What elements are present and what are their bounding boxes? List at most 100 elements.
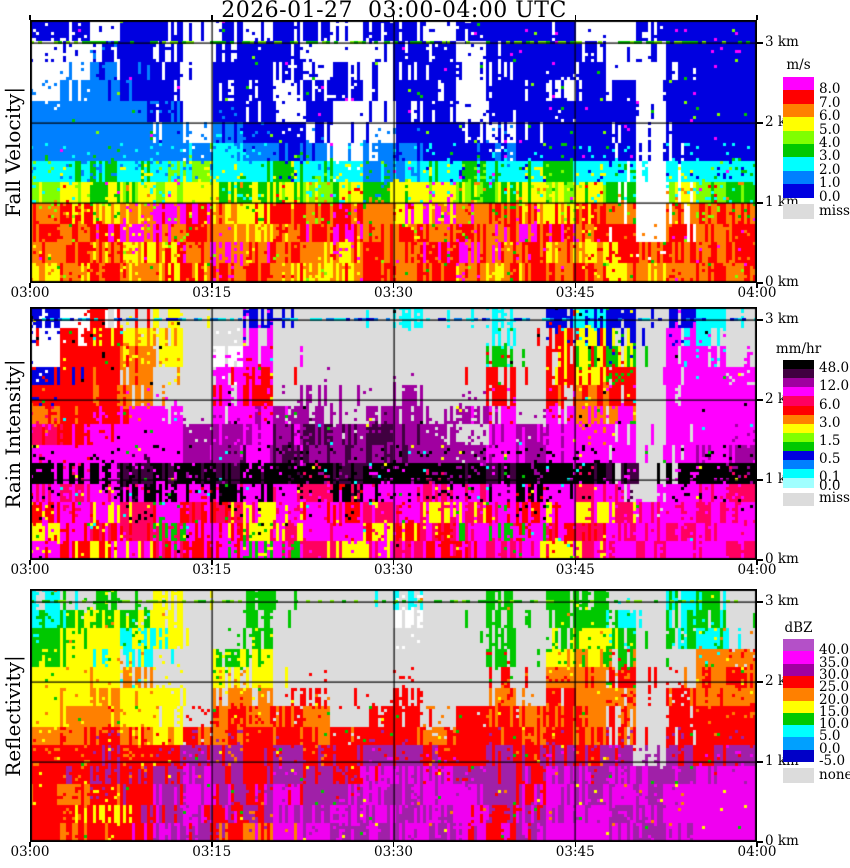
colorbar-tick-label: 7.0 — [819, 94, 841, 111]
y-tick-label: 3 km — [765, 593, 799, 609]
x-tick-label: 03:15 — [192, 562, 232, 578]
x-tick-label: 04:00 — [737, 844, 777, 860]
x-tick-label: 03:45 — [555, 844, 595, 860]
x-tick-mark — [574, 842, 576, 847]
colorbar-tick-label: 6.0 — [819, 396, 841, 413]
rain-intensity-colorbar-cell — [783, 451, 814, 461]
reflectivity-colorbar-title: dBZ — [784, 620, 813, 636]
y-tick-mark — [757, 479, 763, 481]
x-tick-mark — [756, 283, 758, 288]
colorbar-tick-label: 4.0 — [819, 135, 841, 151]
reflectivity-colorbar-cell — [783, 688, 814, 701]
colorbar-tick-label: 0.1 — [819, 469, 841, 486]
colorbar-tick-label: 2.0 — [819, 161, 841, 178]
colorbar-tick-label: 3.0 — [819, 148, 841, 165]
colorbar-tick-label: 0.0 — [819, 478, 841, 495]
colorbar-tick-label: 0.0 — [819, 188, 841, 205]
x-tick-mark — [211, 15, 213, 20]
reflectivity-colorbar-cell — [783, 700, 814, 714]
rain-intensity-colorbar-title: mm/hr — [775, 341, 822, 357]
colorbar-tick-label: 20.0 — [819, 691, 850, 708]
colorbar-tick-label: 10.0 — [819, 716, 850, 733]
rain-intensity-colorbar-cell — [783, 396, 814, 406]
colorbar-tick-label: 0.5 — [819, 451, 841, 468]
x-tick-mark — [756, 842, 758, 847]
fall-velocity-colorbar-cell — [783, 117, 814, 132]
x-tick-mark — [392, 283, 395, 288]
colorbar-missing-label: miss — [819, 490, 850, 507]
x-tick-label: 03:45 — [555, 285, 595, 301]
reflectivity-colorbar-cell — [783, 725, 814, 738]
y-tick-mark — [757, 559, 763, 561]
x-tick-label: 03:00 — [10, 562, 50, 578]
rain-intensity-colorbar-cell — [783, 387, 814, 397]
y-tick-mark — [757, 601, 763, 603]
reflectivity-colorbar-cell — [783, 749, 814, 763]
x-tick-mark — [211, 283, 213, 288]
x-tick-mark — [29, 15, 31, 20]
x-tick-mark — [574, 560, 576, 565]
reflectivity-heatmap — [30, 589, 757, 842]
x-tick-label: 03:30 — [374, 285, 413, 301]
x-tick-mark — [29, 842, 31, 847]
fall-velocity-colorbar-cell — [783, 170, 814, 185]
rain-intensity-colorbar-cell — [783, 360, 814, 370]
y-tick-mark — [757, 399, 763, 401]
y-tick-label: 0 km — [765, 833, 799, 849]
fall-velocity-colorbar-cell — [783, 90, 814, 105]
x-tick-label: 03:00 — [10, 844, 50, 860]
x-tick-label: 03:45 — [555, 562, 595, 578]
reflectivity-colorbar-cell — [783, 639, 814, 652]
colorbar-tick-label: 1.5 — [819, 432, 841, 449]
rain-intensity-colorbar-cell — [783, 432, 814, 443]
rain-intensity-colorbar-cell — [783, 478, 814, 488]
rain-intensity-colorbar-cell — [783, 378, 814, 388]
x-tick-mark — [29, 560, 31, 565]
reflectivity-missing-swatch — [783, 768, 814, 783]
y-tick-mark — [757, 122, 763, 124]
reflectivity-colorbar-cell — [783, 712, 814, 726]
colorbar-tick-label: 40.0 — [819, 642, 850, 659]
fall-velocity-colorbar-cell — [783, 157, 814, 172]
reflectivity-axis-title: Reflectivity| — [1, 654, 25, 777]
colorbar-tick-label: 8.0 — [819, 81, 841, 98]
y-tick-mark — [757, 841, 763, 843]
x-tick-label: 03:30 — [374, 844, 413, 860]
y-tick-mark — [757, 681, 763, 683]
colorbar-tick-label: 5.0 — [819, 121, 841, 138]
fall-velocity-heatmap — [30, 20, 757, 283]
x-tick-label: 04:00 — [737, 562, 777, 578]
colorbar-tick-label: 1.0 — [819, 175, 841, 192]
y-tick-mark — [757, 202, 763, 204]
rain-intensity-colorbar-cell — [783, 369, 814, 379]
y-tick-label: 0 km — [765, 551, 799, 567]
colorbar-tick-label: 48.0 — [819, 360, 850, 377]
x-tick-mark — [756, 15, 758, 20]
y-tick-mark — [757, 282, 763, 284]
colorbar-tick-label: 3.0 — [819, 414, 841, 431]
x-tick-label: 03:15 — [192, 844, 232, 860]
colorbar-tick-label: 25.0 — [819, 679, 850, 696]
x-tick-label: 03:15 — [192, 285, 232, 301]
x-tick-mark — [756, 560, 758, 565]
colorbar-tick-label: 5.0 — [819, 728, 841, 745]
x-tick-mark — [574, 15, 576, 20]
x-tick-label: 04:00 — [737, 285, 777, 301]
rain-intensity-colorbar-cell — [783, 469, 814, 479]
rain-intensity-missing-swatch — [783, 493, 814, 507]
x-tick-label: 03:00 — [10, 285, 50, 301]
x-tick-mark — [211, 560, 213, 565]
colorbar-missing-label: miss — [819, 202, 850, 219]
rain-intensity-colorbar-cell — [783, 414, 814, 425]
x-tick-mark — [211, 842, 213, 847]
colorbar-tick-label: 0.0 — [819, 740, 841, 757]
y-tick-label: 3 km — [765, 34, 799, 50]
y-tick-label: 0 km — [765, 274, 799, 290]
colorbar-tick-label: 30.0 — [819, 666, 850, 683]
y-tick-mark — [757, 42, 763, 44]
fall-velocity-colorbar-cell — [783, 144, 814, 158]
fall-velocity-colorbar-cell — [783, 184, 814, 199]
colorbar-tick-label: 35.0 — [819, 654, 850, 671]
fall-velocity-colorbar-title: m/s — [786, 57, 811, 73]
